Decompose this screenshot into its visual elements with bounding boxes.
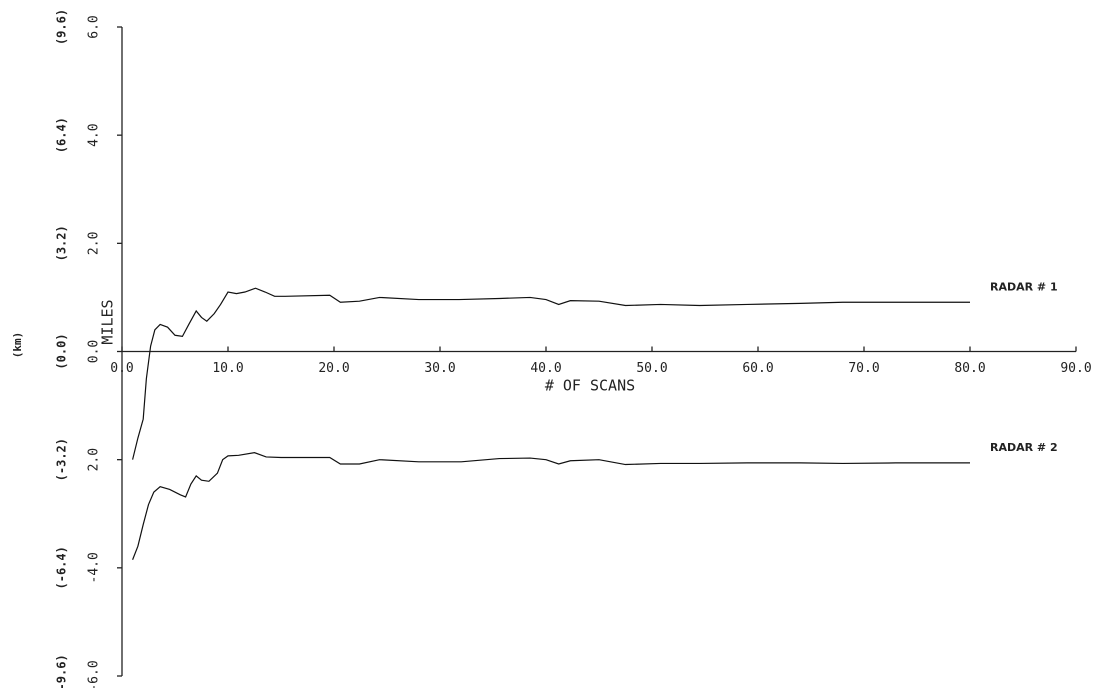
x-tick-label: 50.0 xyxy=(636,361,667,376)
y-tick-label: -6.0 xyxy=(87,660,102,688)
y2-tick-label: (3.2) xyxy=(55,225,69,261)
x-tick-label: 0.0 xyxy=(110,361,133,376)
series-line xyxy=(132,452,970,560)
y2-tick-label: (9.6) xyxy=(55,9,69,45)
x-axis-label: # OF SCANS xyxy=(545,377,635,395)
x-tick-label: 10.0 xyxy=(212,361,243,376)
y2-tick-label: (-9.6) xyxy=(55,654,69,688)
y2-tick-label: (-3.2) xyxy=(55,438,69,481)
x-tick-label: 40.0 xyxy=(530,361,561,376)
y2-tick-label: (0.0) xyxy=(55,333,69,369)
y-tick-label: 0.0 xyxy=(87,340,102,363)
y-axis-label: MILES xyxy=(99,299,117,344)
y-tick-label: 2.0 xyxy=(87,448,102,471)
y-tick-label: 4.0 xyxy=(87,123,102,146)
y-tick-label: -4.0 xyxy=(87,552,102,583)
series-label: RADAR # 2 xyxy=(990,441,1058,454)
y2-tick-label: (-6.4) xyxy=(55,546,69,589)
series-label: RADAR # 1 xyxy=(990,280,1058,293)
y2-axis-label: (km) xyxy=(11,332,24,359)
x-tick-label: 20.0 xyxy=(318,361,349,376)
x-tick-label: 70.0 xyxy=(848,361,879,376)
x-tick-label: 60.0 xyxy=(742,361,773,376)
x-tick-label: 90.0 xyxy=(1060,361,1091,376)
y-tick-label: 6.0 xyxy=(87,15,102,38)
series-line xyxy=(132,287,970,460)
y2-tick-label: (6.4) xyxy=(55,117,69,153)
x-tick-label: 30.0 xyxy=(424,361,455,376)
x-tick-label: 80.0 xyxy=(954,361,985,376)
y-tick-label: 2.0 xyxy=(87,232,102,255)
